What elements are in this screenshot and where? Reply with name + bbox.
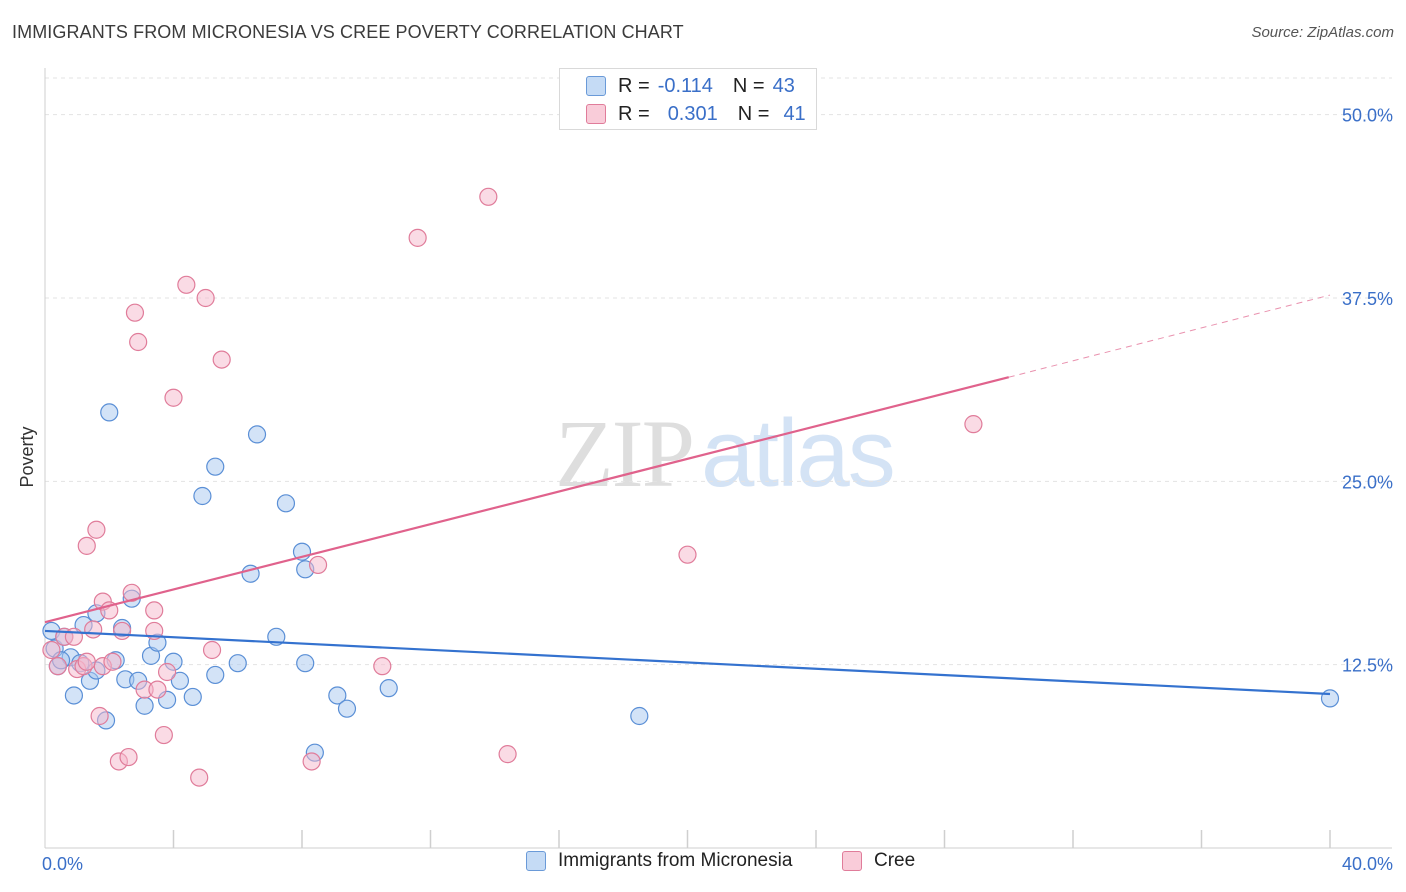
watermark-atlas: atlas — [701, 400, 896, 507]
legend-n-label: N = — [737, 102, 770, 125]
watermark-zip: ZIP — [555, 400, 695, 507]
legend-swatch-micronesia — [586, 76, 606, 96]
cree-point — [122, 583, 141, 602]
cree-point — [77, 652, 96, 671]
y-tick-label: 50.0% — [1342, 106, 1393, 126]
y-axis-label: Poverty — [17, 426, 37, 487]
micronesia-trend-line — [44, 629, 1331, 696]
micronesia-point — [64, 686, 84, 705]
bottom-legend-micronesia: Immigrants from Micronesia — [526, 850, 792, 872]
legend-r-label: R = — [618, 102, 650, 125]
y-tick-label: 12.5% — [1342, 656, 1393, 676]
legend-n-label: N = — [732, 74, 765, 97]
cree-point — [129, 332, 148, 352]
legend-r-value: 0.301 — [667, 102, 718, 125]
cree-point — [964, 415, 983, 434]
micronesia-point — [247, 425, 267, 444]
cree-point — [177, 275, 196, 294]
cree-point — [202, 640, 222, 660]
cree-point — [64, 627, 84, 646]
cree-point — [164, 388, 183, 407]
bottom-legend-label-micronesia: Immigrants from Micronesia — [558, 850, 793, 871]
cree-point — [212, 350, 231, 369]
cree-point — [103, 652, 122, 671]
cree-point — [77, 536, 96, 555]
bottom-legend-swatch-cree — [842, 851, 862, 871]
cree-point — [119, 747, 138, 767]
cree-point — [112, 621, 132, 641]
cree-point — [145, 601, 164, 620]
cree-point — [498, 745, 517, 764]
chart-source: Source: ZipAtlas.com — [1251, 24, 1394, 41]
cree-point — [190, 768, 209, 787]
micronesia-point — [379, 679, 398, 698]
cree-point — [42, 640, 61, 660]
micronesia-point — [328, 686, 347, 705]
cree-point — [154, 725, 173, 745]
micronesia-point — [135, 696, 154, 715]
cree-point — [87, 520, 106, 539]
cree-point — [48, 657, 67, 676]
cree-point — [157, 662, 177, 682]
micronesia-point — [206, 665, 225, 685]
y-tick-label: 37.5% — [1342, 289, 1393, 309]
micronesia-point — [170, 671, 190, 690]
micronesia-point — [100, 403, 119, 422]
bottom-legend-swatch-micronesia — [526, 851, 546, 871]
legend-r-value: -0.114 — [657, 74, 713, 97]
legend-row-micronesia: R = -0.114 N = 43 — [586, 73, 795, 99]
watermark: ZIPatlas — [555, 398, 896, 509]
cree-point — [308, 555, 328, 575]
legend-n-value: 43 — [772, 74, 795, 97]
micronesia-point — [337, 699, 357, 718]
cree-trend-line — [44, 376, 1010, 624]
legend-r-label: R = — [618, 74, 650, 97]
y-tick-label: 25.0% — [1342, 472, 1393, 492]
x-tick-label: 0.0% — [42, 854, 83, 874]
micronesia-point — [296, 654, 315, 673]
micronesia-point — [206, 457, 225, 476]
cree-point — [373, 657, 392, 676]
cree-point — [302, 752, 321, 771]
micronesia-point — [1320, 689, 1340, 708]
cree-point — [90, 706, 109, 726]
cree-point — [84, 620, 103, 639]
micronesia-point — [183, 687, 202, 707]
x-tick-label: 40.0% — [1342, 854, 1393, 874]
micronesia-point — [276, 494, 296, 513]
bottom-legend-label-cree: Cree — [874, 850, 916, 871]
cree-trend-extension — [1008, 294, 1331, 378]
micronesia-point — [228, 654, 247, 673]
cree-point — [196, 288, 215, 308]
cree-point — [125, 303, 145, 322]
bottom-legend-cree: Cree — [842, 850, 915, 872]
legend-n-value: 41 — [783, 102, 806, 125]
cree-point — [148, 680, 167, 699]
correlation-legend: R = -0.114 N = 43 R = 0.301 N = 41 — [559, 68, 817, 130]
micronesia-point — [630, 706, 649, 726]
cree-point — [408, 228, 427, 247]
cree-point — [479, 187, 498, 206]
legend-swatch-cree — [586, 104, 606, 124]
chart-title: IMMIGRANTS FROM MICRONESIA VS CREE POVER… — [12, 22, 684, 42]
legend-row-cree: R = 0.301 N = 41 — [586, 101, 806, 127]
cree-point — [678, 545, 697, 564]
micronesia-point — [193, 486, 212, 506]
